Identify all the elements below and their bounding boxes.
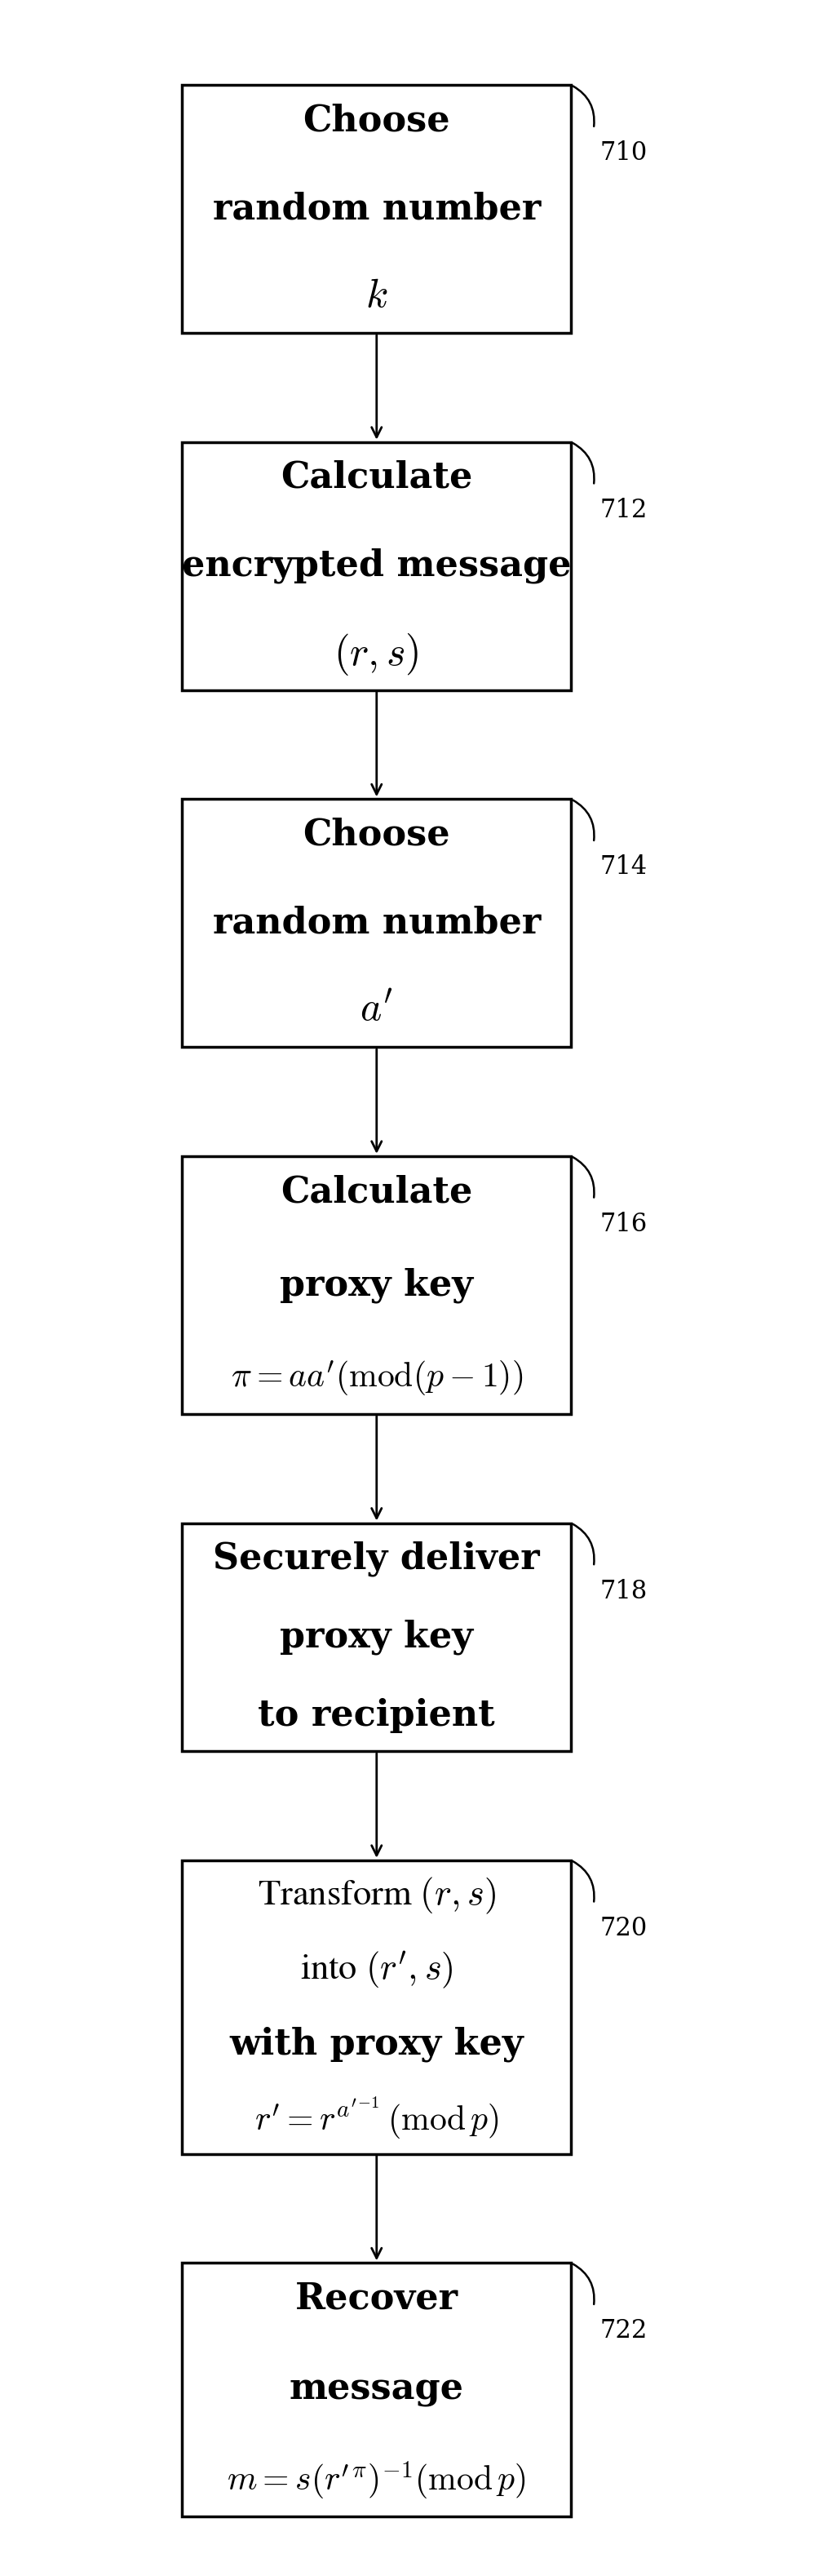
Text: message: message — [289, 2372, 464, 2409]
Text: random number: random number — [212, 191, 541, 227]
FancyBboxPatch shape — [182, 1522, 571, 1752]
Text: $m = s(r'^{\pi})^{-1}(\mathrm{mod}\, p)$: $m = s(r'^{\pi})^{-1}(\mathrm{mod}\, p)$ — [227, 2460, 526, 2501]
FancyBboxPatch shape — [182, 1860, 571, 2154]
Text: proxy key: proxy key — [280, 1267, 473, 1303]
Text: encrypted message: encrypted message — [182, 549, 571, 585]
Text: $k$: $k$ — [365, 278, 388, 317]
Text: proxy key: proxy key — [280, 1620, 473, 1654]
Text: Transform $(r,s)$: Transform $(r,s)$ — [257, 1875, 496, 1917]
Text: Securely deliver: Securely deliver — [213, 1540, 540, 1577]
FancyBboxPatch shape — [182, 443, 571, 690]
Text: to recipient: to recipient — [258, 1698, 495, 1734]
Text: Choose: Choose — [303, 103, 451, 139]
Text: $a'$: $a'$ — [360, 992, 393, 1030]
Text: 710: 710 — [600, 142, 648, 165]
FancyBboxPatch shape — [182, 1157, 571, 1414]
Text: 722: 722 — [600, 2318, 648, 2344]
Text: 720: 720 — [600, 1917, 648, 1942]
Text: $(r,s)$: $(r,s)$ — [334, 631, 420, 677]
Text: 718: 718 — [600, 1579, 648, 1605]
Text: 714: 714 — [600, 855, 648, 881]
Text: into $(r',s)$: into $(r',s)$ — [300, 1950, 453, 1991]
Text: Calculate: Calculate — [281, 461, 472, 495]
Text: with proxy key: with proxy key — [230, 2027, 523, 2061]
Text: random number: random number — [212, 907, 541, 940]
Text: Choose: Choose — [303, 817, 451, 853]
Text: $\pi = aa'(\mathrm{mod}(p-1))$: $\pi = aa'(\mathrm{mod}(p-1))$ — [231, 1358, 522, 1399]
Text: 716: 716 — [600, 1211, 648, 1236]
FancyBboxPatch shape — [182, 85, 571, 332]
Text: $r' = r^{a'^{-1}}\,(\mathrm{mod}\, p)$: $r' = r^{a'^{-1}}\,(\mathrm{mod}\, p)$ — [254, 2094, 499, 2141]
FancyBboxPatch shape — [182, 799, 571, 1046]
Text: Calculate: Calculate — [281, 1175, 472, 1208]
FancyBboxPatch shape — [182, 2262, 571, 2517]
Text: 712: 712 — [600, 497, 648, 523]
Text: Recover: Recover — [295, 2280, 458, 2316]
